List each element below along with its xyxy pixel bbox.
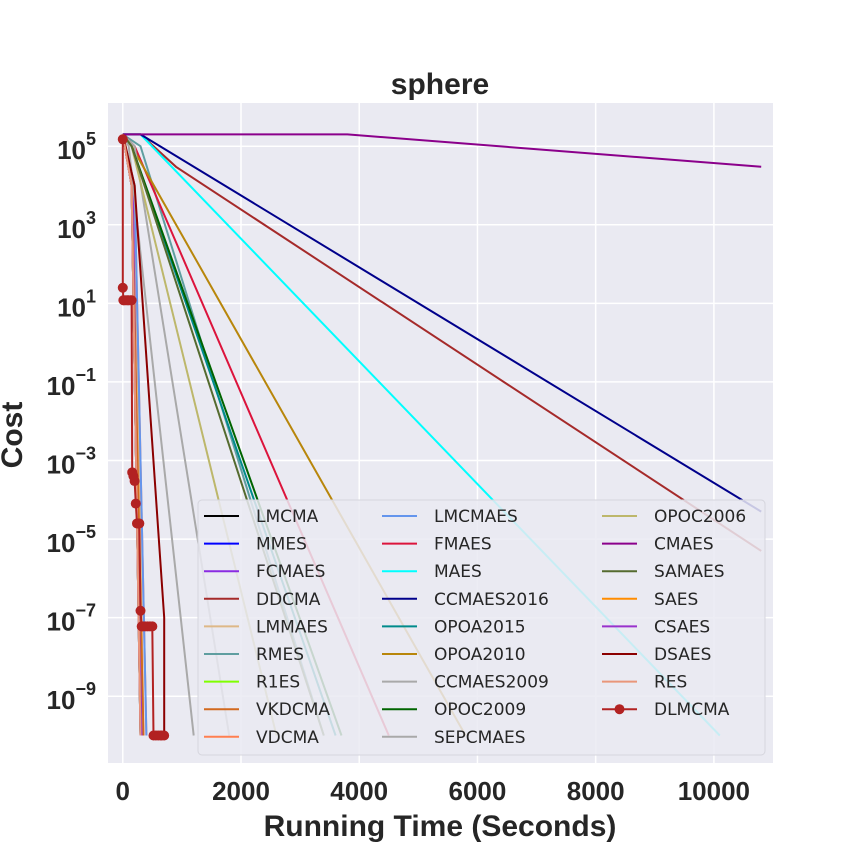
data-point-dlmcma: [134, 518, 145, 529]
legend-label: OPOC2006: [654, 507, 746, 527]
data-point-dlmcma: [135, 605, 146, 616]
y-tick-label: 10−5: [47, 522, 96, 558]
y-tick-label: 101: [57, 286, 96, 322]
data-point-dlmcma: [147, 621, 158, 632]
y-tick-label: 10−9: [47, 679, 96, 715]
y-tick-label: 10−7: [47, 601, 96, 637]
legend-label: FCMAES: [256, 562, 325, 582]
legend-box: [197, 499, 766, 756]
data-point-dlmcma: [159, 730, 170, 741]
legend-label: CCMAES2016: [434, 590, 549, 610]
x-tick-label: 6000: [449, 776, 507, 806]
data-point-dlmcma: [117, 134, 128, 145]
legend-label: VDCMA: [256, 728, 319, 748]
x-tick-label: 4000: [330, 776, 388, 806]
legend-label: R1ES: [256, 673, 300, 693]
data-point-dlmcma: [129, 476, 140, 487]
legend-label: OPOC2009: [434, 700, 526, 720]
legend-label: OPOA2010: [434, 645, 526, 665]
legend-label: DLMCMA: [654, 700, 730, 720]
legend-label: DSAES: [654, 645, 711, 665]
legend-label: LMCMAES: [434, 507, 518, 527]
x-axis-label: Running Time (Seconds): [264, 810, 617, 843]
series-line-cmaes: [122, 133, 762, 168]
y-axis-label: Cost: [0, 402, 29, 469]
y-ticks: 105 103 101 10−1 10−3 10−5 10−7 10−9: [47, 129, 96, 715]
legend-marker: [614, 704, 625, 715]
series-line-dsaes: [121, 134, 166, 736]
data-point-dlmcma: [130, 498, 141, 509]
legend-label: RMES: [256, 645, 304, 665]
x-tick-label: 8000: [567, 776, 625, 806]
x-tick-label: 0: [116, 776, 130, 806]
data-point-dlmcma: [126, 295, 137, 306]
x-tick-label: 2000: [212, 776, 270, 806]
series-line-res: [121, 134, 142, 736]
chart-title: sphere: [391, 68, 489, 101]
legend-label: LMCMA: [256, 507, 319, 527]
legend-label: MAES: [434, 562, 482, 582]
legend-label: CCMAES2009: [434, 673, 549, 693]
legend-label: DDCMA: [256, 590, 321, 610]
legend-label: VKDCMA: [256, 700, 330, 720]
legend-label: CMAES: [654, 535, 714, 555]
legend-label: CSAES: [654, 617, 710, 637]
y-tick-label: 10−1: [47, 365, 96, 401]
y-tick-label: 10−3: [47, 444, 96, 480]
data-point-dlmcma: [117, 282, 128, 293]
legend-label: SAES: [654, 590, 698, 610]
legend-label: OPOA2015: [434, 617, 526, 637]
y-tick-label: 105: [57, 129, 96, 165]
legend-label: MMES: [256, 535, 307, 555]
legend: LMCMA MMES FCMAES DDCMA LMMAES RMES R1ES VKDCMA…: [197, 499, 766, 756]
legend-label: SAMAES: [654, 562, 725, 582]
y-tick-label: 103: [57, 208, 96, 244]
x-tick-label: 10000: [678, 776, 750, 806]
legend-label: SEPCMAES: [434, 728, 525, 748]
legend-label: LMMAES: [256, 617, 328, 637]
x-ticks: 0 2000 4000 6000 8000 10000: [116, 776, 751, 806]
legend-label: FMAES: [434, 535, 492, 555]
legend-label: RES: [654, 673, 687, 693]
